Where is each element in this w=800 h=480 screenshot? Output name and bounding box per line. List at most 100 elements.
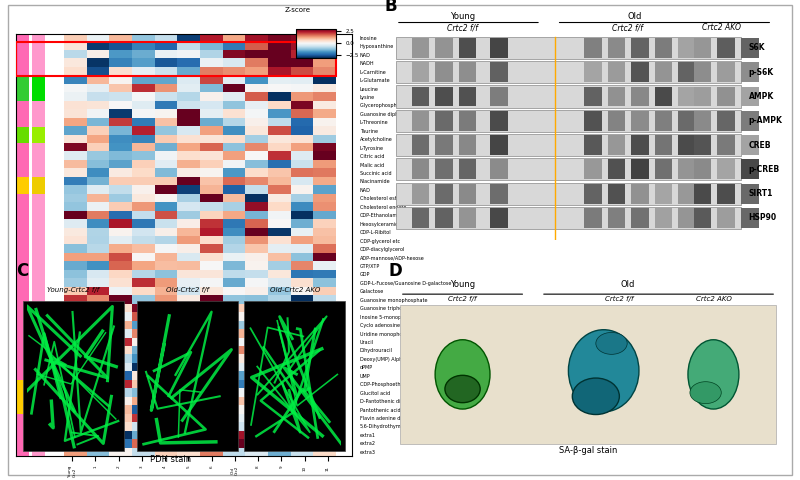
Ellipse shape (435, 340, 490, 409)
Bar (16, 177, 29, 194)
FancyBboxPatch shape (396, 61, 741, 83)
FancyBboxPatch shape (608, 111, 626, 131)
Ellipse shape (569, 330, 639, 412)
FancyBboxPatch shape (694, 38, 711, 58)
FancyBboxPatch shape (741, 38, 758, 58)
FancyBboxPatch shape (608, 135, 626, 155)
Ellipse shape (690, 382, 722, 404)
Bar (32, 312, 45, 380)
FancyBboxPatch shape (458, 159, 476, 180)
FancyBboxPatch shape (396, 158, 741, 180)
FancyBboxPatch shape (490, 208, 508, 228)
FancyBboxPatch shape (412, 86, 430, 107)
FancyBboxPatch shape (654, 135, 672, 155)
Text: Crtc2 f/f: Crtc2 f/f (448, 296, 477, 302)
FancyBboxPatch shape (631, 38, 649, 58)
FancyBboxPatch shape (678, 208, 696, 228)
FancyBboxPatch shape (608, 38, 626, 58)
FancyBboxPatch shape (458, 38, 476, 58)
FancyBboxPatch shape (631, 111, 649, 131)
FancyBboxPatch shape (435, 38, 453, 58)
FancyBboxPatch shape (412, 208, 430, 228)
Bar (16, 76, 29, 101)
FancyBboxPatch shape (678, 86, 696, 107)
Bar (32, 101, 45, 127)
Text: SIRT1: SIRT1 (749, 189, 773, 198)
Text: B: B (384, 0, 397, 15)
Bar (16, 101, 29, 127)
FancyBboxPatch shape (400, 305, 776, 444)
FancyBboxPatch shape (412, 184, 430, 204)
FancyBboxPatch shape (654, 159, 672, 180)
FancyBboxPatch shape (694, 86, 711, 107)
FancyBboxPatch shape (490, 86, 508, 107)
Text: Crtc2 f/f: Crtc2 f/f (447, 23, 478, 32)
Text: p-AMPK: p-AMPK (749, 116, 782, 125)
Bar (16, 127, 29, 144)
Text: AMPK: AMPK (749, 92, 774, 101)
Text: Old-Crtc2 f/f: Old-Crtc2 f/f (166, 287, 209, 293)
FancyBboxPatch shape (458, 135, 476, 155)
FancyBboxPatch shape (435, 62, 453, 82)
FancyBboxPatch shape (584, 86, 602, 107)
FancyBboxPatch shape (694, 111, 711, 131)
Bar (32, 194, 45, 312)
FancyBboxPatch shape (584, 208, 602, 228)
FancyBboxPatch shape (396, 85, 741, 108)
FancyBboxPatch shape (631, 62, 649, 82)
FancyBboxPatch shape (458, 62, 476, 82)
Bar (32, 177, 45, 194)
FancyBboxPatch shape (245, 301, 346, 451)
FancyBboxPatch shape (458, 208, 476, 228)
Bar (16, 42, 336, 76)
Ellipse shape (596, 333, 627, 354)
FancyBboxPatch shape (718, 135, 735, 155)
FancyBboxPatch shape (458, 86, 476, 107)
FancyBboxPatch shape (435, 86, 453, 107)
FancyBboxPatch shape (694, 62, 711, 82)
Bar (32, 76, 45, 101)
FancyBboxPatch shape (678, 62, 696, 82)
FancyBboxPatch shape (412, 38, 430, 58)
FancyBboxPatch shape (718, 208, 735, 228)
FancyBboxPatch shape (631, 208, 649, 228)
FancyBboxPatch shape (584, 159, 602, 180)
Text: CREB: CREB (749, 141, 771, 150)
FancyBboxPatch shape (741, 159, 758, 180)
FancyBboxPatch shape (718, 159, 735, 180)
FancyBboxPatch shape (654, 86, 672, 107)
Bar (16, 414, 29, 456)
Text: D: D (388, 262, 402, 279)
FancyBboxPatch shape (490, 159, 508, 180)
FancyBboxPatch shape (678, 159, 696, 180)
Bar (16, 194, 29, 312)
FancyBboxPatch shape (718, 184, 735, 204)
FancyBboxPatch shape (608, 159, 626, 180)
FancyBboxPatch shape (22, 301, 123, 451)
FancyBboxPatch shape (608, 86, 626, 107)
FancyBboxPatch shape (458, 184, 476, 204)
FancyBboxPatch shape (396, 182, 741, 204)
FancyBboxPatch shape (654, 208, 672, 228)
FancyBboxPatch shape (608, 208, 626, 228)
FancyBboxPatch shape (654, 38, 672, 58)
Text: Old: Old (620, 280, 634, 289)
FancyBboxPatch shape (584, 135, 602, 155)
FancyBboxPatch shape (435, 208, 453, 228)
Text: Young: Young (450, 12, 475, 21)
FancyBboxPatch shape (718, 111, 735, 131)
Text: SA-β-gal stain: SA-β-gal stain (559, 446, 617, 455)
FancyBboxPatch shape (741, 62, 758, 82)
Bar (32, 127, 45, 144)
FancyBboxPatch shape (435, 111, 453, 131)
Text: Young-Crtc2 f/f: Young-Crtc2 f/f (47, 287, 99, 293)
Text: Crtc2 f/f: Crtc2 f/f (612, 23, 642, 32)
FancyBboxPatch shape (678, 184, 696, 204)
FancyBboxPatch shape (694, 184, 711, 204)
Text: Young: Young (450, 280, 475, 289)
FancyBboxPatch shape (741, 208, 758, 228)
Bar (16, 34, 29, 76)
Ellipse shape (572, 378, 619, 415)
FancyBboxPatch shape (435, 135, 453, 155)
Bar (32, 34, 45, 76)
